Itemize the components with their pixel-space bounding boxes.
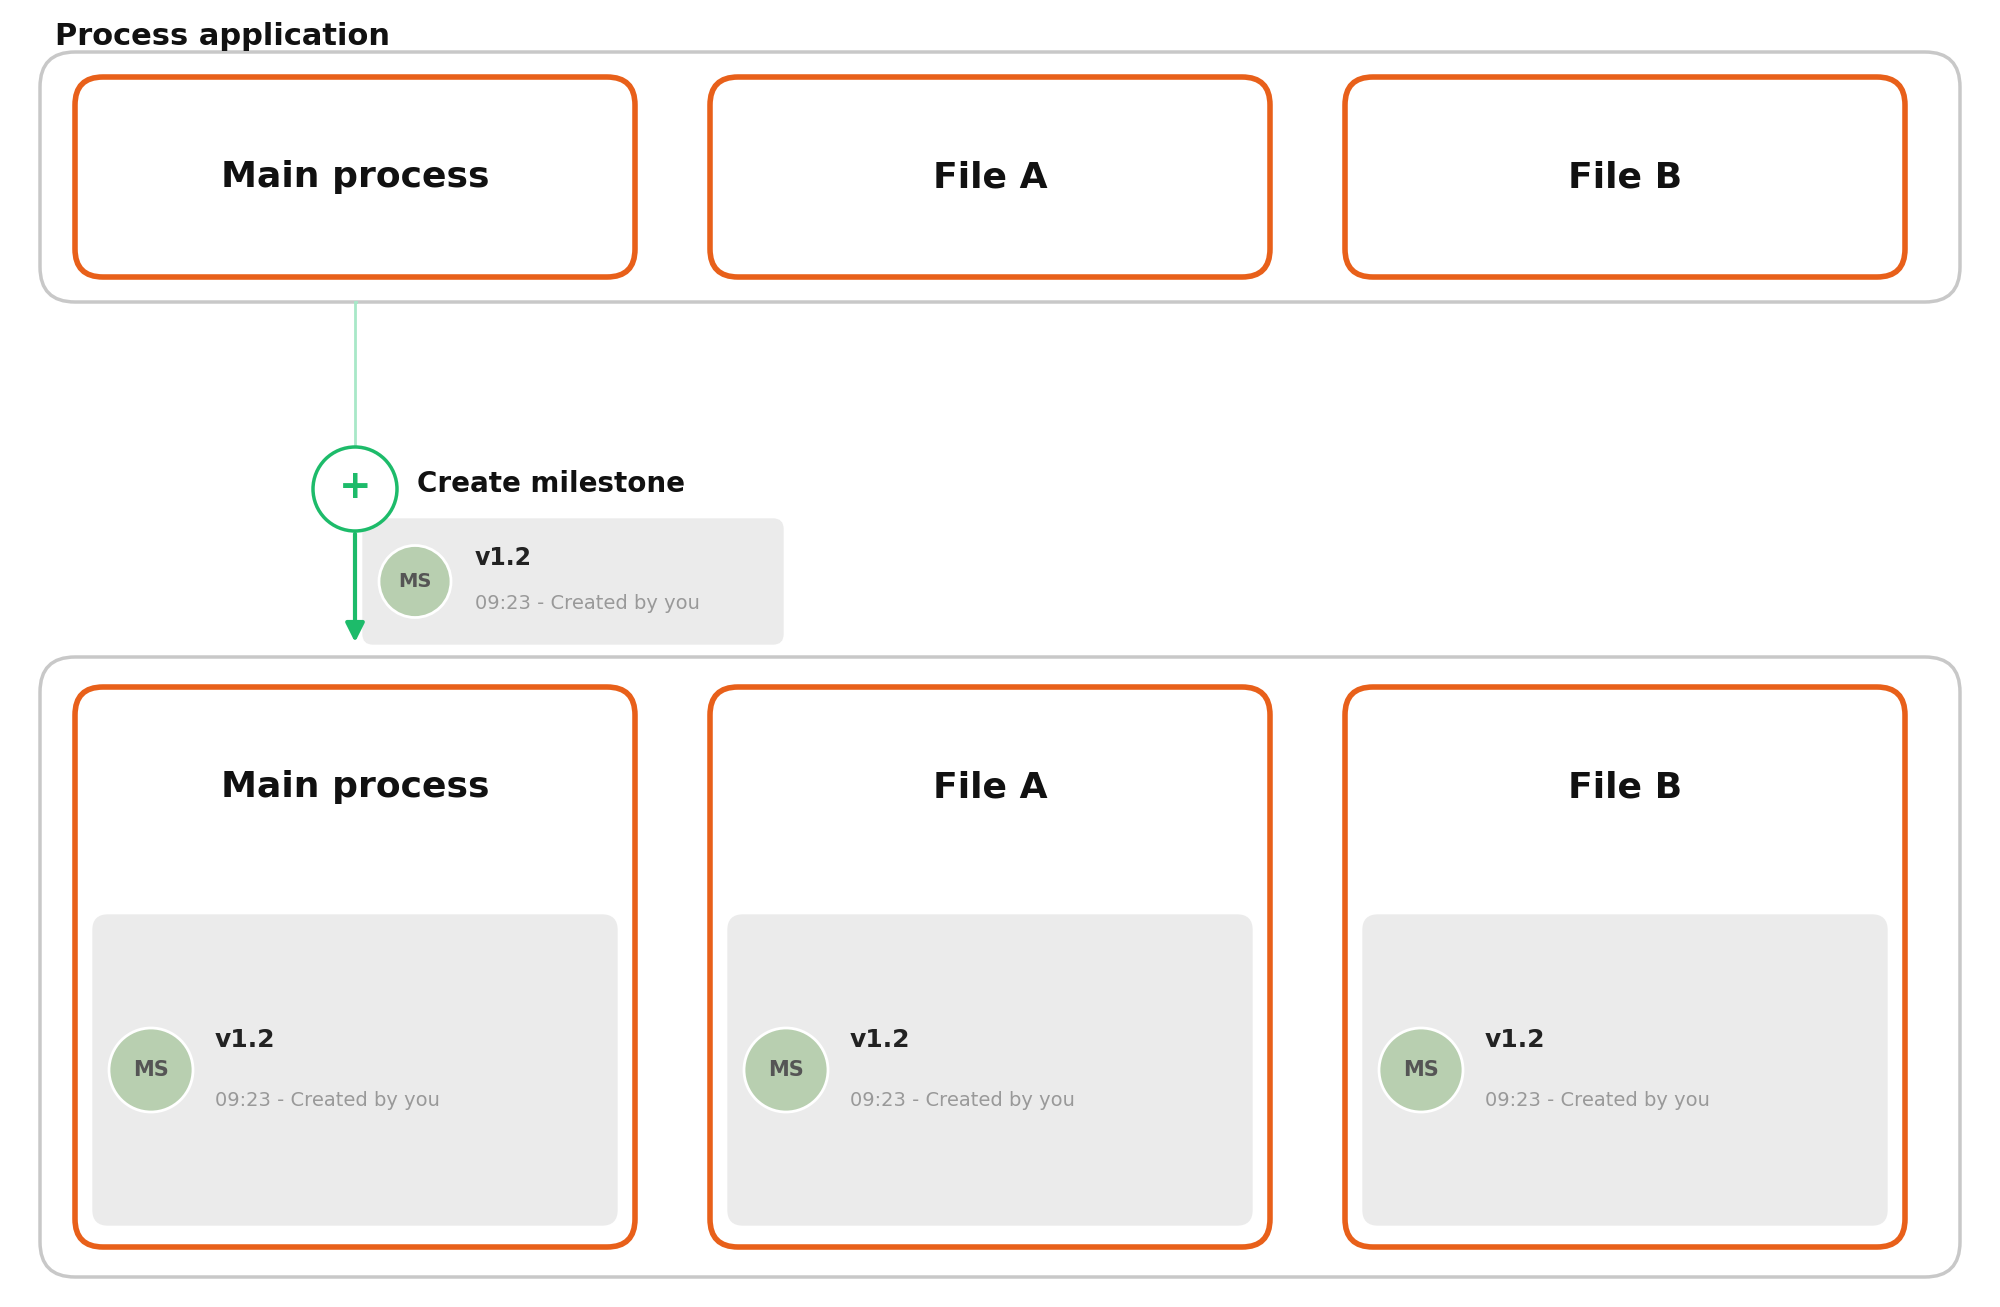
Text: MS: MS [1404, 1060, 1438, 1080]
Text: File A: File A [932, 159, 1048, 193]
FancyBboxPatch shape [1344, 77, 1904, 277]
Text: MS: MS [134, 1060, 168, 1080]
FancyBboxPatch shape [1344, 687, 1904, 1247]
Text: v1.2: v1.2 [476, 545, 532, 570]
Text: 09:23 - Created by you: 09:23 - Created by you [476, 593, 700, 613]
Text: MS: MS [398, 572, 432, 591]
FancyBboxPatch shape [76, 687, 636, 1247]
FancyBboxPatch shape [76, 77, 636, 277]
Text: Create milestone: Create milestone [416, 471, 684, 498]
Text: 09:23 - Created by you: 09:23 - Created by you [216, 1090, 440, 1110]
FancyBboxPatch shape [92, 915, 616, 1225]
Text: v1.2: v1.2 [1484, 1029, 1546, 1052]
Text: File B: File B [1568, 770, 1682, 804]
FancyBboxPatch shape [728, 915, 1252, 1225]
Circle shape [1380, 1029, 1464, 1112]
Text: v1.2: v1.2 [850, 1029, 910, 1052]
FancyBboxPatch shape [40, 657, 1960, 1277]
Text: v1.2: v1.2 [216, 1029, 276, 1052]
FancyBboxPatch shape [364, 519, 784, 644]
FancyBboxPatch shape [710, 687, 1270, 1247]
Text: File B: File B [1568, 159, 1682, 193]
Text: 09:23 - Created by you: 09:23 - Created by you [1484, 1090, 1710, 1110]
Text: 09:23 - Created by you: 09:23 - Created by you [850, 1090, 1074, 1110]
Circle shape [312, 447, 396, 531]
Circle shape [108, 1029, 192, 1112]
FancyBboxPatch shape [40, 52, 1960, 302]
FancyBboxPatch shape [1364, 915, 1886, 1225]
Text: MS: MS [768, 1060, 804, 1080]
Text: Main process: Main process [220, 159, 490, 193]
Text: +: + [338, 468, 372, 506]
Circle shape [744, 1029, 828, 1112]
Text: Main process: Main process [220, 770, 490, 804]
Circle shape [380, 545, 452, 617]
Text: File A: File A [932, 770, 1048, 804]
Text: Process application: Process application [56, 22, 390, 51]
FancyBboxPatch shape [710, 77, 1270, 277]
